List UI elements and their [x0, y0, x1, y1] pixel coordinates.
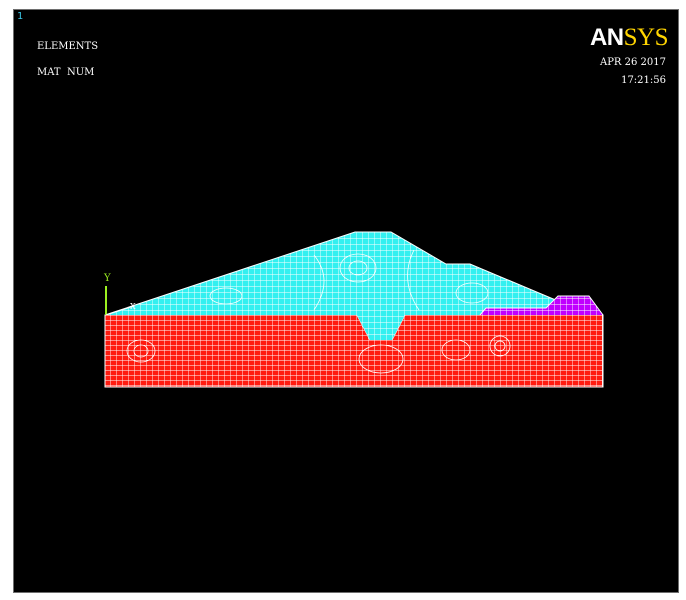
coordinate-triad: Y X	[103, 273, 136, 316]
berm-mesh	[480, 296, 603, 315]
logo-text-sys: SYS	[623, 24, 669, 51]
ansys-logo: AN SYS	[589, 24, 669, 51]
plot-type-label: ELEMENTS	[37, 41, 99, 52]
foundation-mesh-transitions	[126, 335, 511, 374]
window-number: 1	[17, 11, 24, 22]
embankment-mesh	[105, 232, 603, 340]
triad-x-axis	[105, 305, 135, 316]
berm-region	[479, 295, 604, 316]
foundation-region	[104, 314, 604, 388]
foundation-mesh	[105, 315, 603, 387]
plot-mat-num-label: MAT NUM	[37, 67, 95, 78]
graphics-window[interactable]: 1 ELEMENTS MAT NUM AN SYS APR 26 2017 17:…	[13, 9, 679, 593]
triad-x-label: X	[130, 302, 136, 311]
plot-time: 17:21:56	[621, 75, 666, 86]
embankment-mesh-transitions	[209, 249, 489, 311]
berm-outline	[479, 295, 604, 316]
plot-date: APR 26 2017	[599, 57, 666, 68]
triad-y-label: Y	[103, 273, 111, 284]
element-mesh-plot[interactable]: Y X	[14, 10, 678, 592]
logo-text-an: AN	[589, 24, 624, 51]
